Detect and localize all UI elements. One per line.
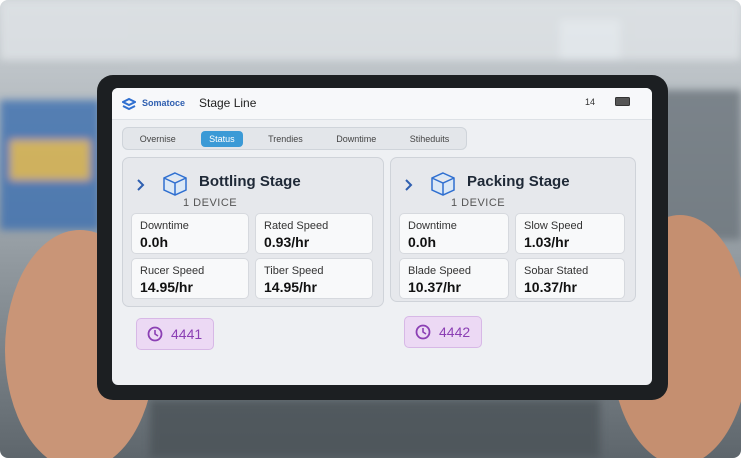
- metric-box: Slow Speed 1.03/hr: [515, 213, 625, 254]
- app-header: Somatoce Stage Line 14: [112, 88, 652, 120]
- stage-title: Packing Stage: [467, 173, 570, 190]
- metric-label: Blade Speed: [408, 265, 471, 277]
- badge-text: 4442: [439, 324, 471, 340]
- metric-box: Rucer Speed 14.95/hr: [131, 258, 249, 299]
- metric-value: 10.37/hr: [524, 279, 577, 295]
- metric-label: Slow Speed: [524, 220, 583, 232]
- metric-box: Rated Speed 0.93/hr: [255, 213, 373, 254]
- metric-label: Rated Speed: [264, 220, 329, 232]
- tab[interactable]: Downtime: [336, 133, 377, 144]
- id-badge[interactable]: 4442: [404, 316, 482, 348]
- tab[interactable]: Overnise: [139, 133, 176, 144]
- metric-label: Rucer Speed: [140, 265, 205, 277]
- metric-box: Tiber Speed 14.95/hr: [255, 258, 373, 299]
- metric-box: Downtime 0.0h: [131, 213, 249, 254]
- page-title: Stage Line: [199, 96, 257, 110]
- metric-box: Blade Speed 10.37/hr: [399, 258, 509, 299]
- tab[interactable]: Trendies: [268, 133, 303, 144]
- chevron-icon: [136, 178, 146, 196]
- metric-label: Downtime: [408, 220, 457, 232]
- metric-value: 14.95/hr: [140, 279, 193, 295]
- cube-icon: [429, 170, 457, 203]
- stage-card[interactable]: Packing Stage 1 DEVICE Downtime 0.0h Slow Sp…: [390, 157, 636, 302]
- tab[interactable]: Stiheduits: [409, 133, 450, 144]
- metric-value: 0.93/hr: [264, 234, 310, 250]
- metric-label: Downtime: [140, 220, 189, 232]
- metric-label: Tiber Speed: [264, 265, 324, 277]
- stage-card[interactable]: Bottling Stage 1 DEVICE Downtime 0.0h Rated …: [122, 157, 384, 307]
- status: 14: [585, 97, 596, 107]
- clock-icon: [415, 324, 431, 340]
- metric-value: 14.95/hr: [264, 279, 317, 295]
- badge-text: 4441: [171, 326, 203, 342]
- brand: Somatoce: [142, 98, 186, 108]
- tab-active[interactable]: Status: [201, 130, 243, 147]
- metric-box: Sobar Stated 10.37/hr: [515, 258, 625, 299]
- cube-icon: [161, 170, 189, 203]
- metric-value: 10.37/hr: [408, 279, 461, 295]
- id-badge[interactable]: 4441: [136, 318, 214, 350]
- device-count: 1 DEVICE: [183, 197, 238, 209]
- metric-value: 0.0h: [408, 234, 437, 250]
- metric-value: 1.03/hr: [524, 234, 570, 250]
- tablet-screen: Somatoce Stage Line 14 Overnise Status T…: [112, 88, 652, 385]
- metric-value: 0.0h: [140, 234, 169, 250]
- stage-title: Bottling Stage: [199, 173, 301, 190]
- tab-bar: Overnise Status Trendies Downtime Stihed…: [122, 127, 467, 150]
- brand-logo: [122, 97, 136, 111]
- battery-icon: [615, 97, 630, 106]
- chevron-icon: [404, 178, 414, 196]
- metric-label: Sobar Stated: [524, 265, 589, 277]
- clock-icon: [147, 326, 163, 342]
- metric-box: Downtime 0.0h: [399, 213, 509, 254]
- device-count: 1 DEVICE: [451, 197, 506, 209]
